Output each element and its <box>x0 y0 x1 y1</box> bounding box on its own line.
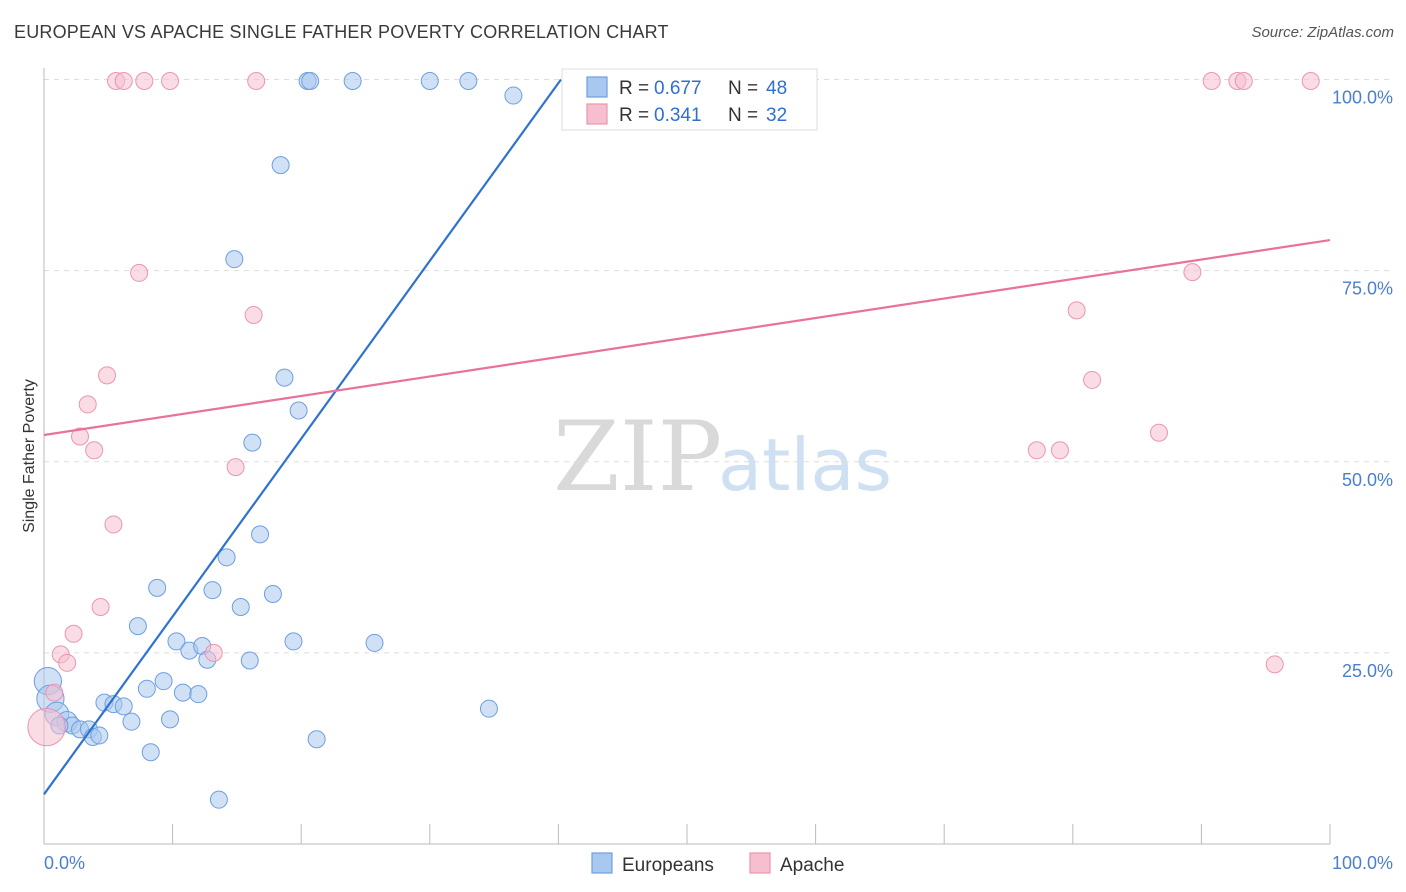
grid-layer <box>44 79 1392 654</box>
x-tick-label: 100.0% <box>1332 853 1393 873</box>
legend-n-label: N = <box>728 105 758 126</box>
watermark-zip: ZIP <box>553 401 722 513</box>
y-axis-label: Single Father Poverty <box>21 379 38 533</box>
legend-bottom-label-europeans: Europeans <box>622 855 714 876</box>
legend-top: R = 0.677 N = 48 R = 0.341 N = 32 <box>561 68 818 131</box>
y-tick-label: 100.0% <box>1332 88 1393 108</box>
points-layer <box>27 72 1320 809</box>
x-tick-label: 0.0% <box>44 853 85 873</box>
legend-bottom-label-apache: Apache <box>780 855 844 876</box>
point-apache <box>1183 263 1202 282</box>
point-apache <box>91 598 110 617</box>
point-europeans <box>225 250 244 269</box>
point-europeans <box>284 632 303 651</box>
point-europeans <box>275 368 294 387</box>
point-apache <box>1027 441 1046 460</box>
point-apache <box>1234 72 1253 91</box>
legend-bottom-swatch-europeans <box>591 852 613 874</box>
legend-bottom: Europeans Apache <box>591 852 844 876</box>
point-europeans <box>209 790 228 809</box>
chart-title: EUROPEAN VS APACHE SINGLE FATHER POVERTY… <box>14 22 669 42</box>
legend-bottom-swatch-apache <box>749 852 771 874</box>
legend-swatch-apache <box>586 103 608 125</box>
point-europeans <box>240 651 259 670</box>
legend-r-label: R = <box>619 105 649 126</box>
point-apache <box>135 72 154 91</box>
point-apache <box>71 427 90 446</box>
point-europeans <box>114 697 133 716</box>
point-europeans <box>161 710 180 729</box>
point-europeans <box>217 548 236 567</box>
point-europeans <box>141 743 160 762</box>
point-europeans <box>90 726 109 745</box>
point-apache <box>114 72 133 91</box>
watermark: ZIP atlas <box>553 401 892 513</box>
trendline-apache <box>43 238 1331 437</box>
point-europeans <box>459 72 478 91</box>
watermark-atlas: atlas <box>718 423 892 507</box>
point-europeans <box>343 72 362 91</box>
point-europeans <box>263 585 282 604</box>
chart-source: Source: ZipAtlas.com <box>1251 24 1394 41</box>
point-apache <box>1050 441 1069 460</box>
point-apache <box>104 515 123 534</box>
point-europeans <box>231 598 250 617</box>
y-tick-label: 25.0% <box>1342 661 1393 681</box>
point-europeans <box>148 578 167 597</box>
legend-n-label: N = <box>728 78 758 99</box>
point-apache <box>226 458 245 477</box>
legend-n-value: 32 <box>766 105 787 126</box>
point-apache <box>130 263 149 282</box>
point-europeans <box>251 525 270 544</box>
point-europeans <box>122 712 141 731</box>
point-apache <box>247 72 266 91</box>
y-tick-label: 50.0% <box>1342 470 1393 490</box>
point-europeans <box>301 72 320 91</box>
point-europeans <box>289 401 308 420</box>
point-apache <box>1202 72 1221 91</box>
point-europeans <box>173 683 192 702</box>
trendline-europeans <box>43 78 562 795</box>
point-europeans <box>479 699 498 718</box>
y-tick-label: 75.0% <box>1342 279 1393 299</box>
trend-layer <box>43 78 1331 795</box>
tick-layer: 25.0% 50.0% 75.0% 100.0% 0.0% 100.0% <box>44 88 1393 874</box>
legend-r-value: 0.341 <box>654 105 702 126</box>
point-europeans <box>167 632 186 651</box>
point-europeans <box>189 685 208 704</box>
point-apache <box>204 643 223 662</box>
point-europeans <box>243 433 262 452</box>
point-apache <box>27 707 66 747</box>
point-apache <box>98 366 117 385</box>
point-europeans <box>203 581 222 600</box>
point-apache <box>1083 370 1102 389</box>
point-europeans <box>154 672 173 691</box>
legend-r-value: 0.677 <box>654 78 702 99</box>
point-europeans <box>128 617 147 636</box>
legend-r-label: R = <box>619 78 649 99</box>
point-apache <box>1067 301 1086 320</box>
point-europeans <box>307 730 326 749</box>
point-apache <box>161 72 180 91</box>
point-apache <box>1265 655 1284 674</box>
point-apache <box>64 624 83 643</box>
point-europeans <box>271 156 290 175</box>
point-apache <box>78 395 97 414</box>
point-apache <box>1301 72 1320 91</box>
point-apache <box>1149 423 1168 442</box>
legend-swatch-europeans <box>586 76 608 98</box>
point-apache <box>45 683 64 702</box>
point-apache <box>244 305 263 324</box>
point-europeans <box>504 86 523 105</box>
point-europeans <box>365 633 384 652</box>
legend-n-value: 48 <box>766 78 787 99</box>
point-europeans <box>137 679 156 698</box>
point-apache <box>58 653 77 672</box>
point-europeans <box>420 72 439 91</box>
point-apache <box>85 441 104 460</box>
